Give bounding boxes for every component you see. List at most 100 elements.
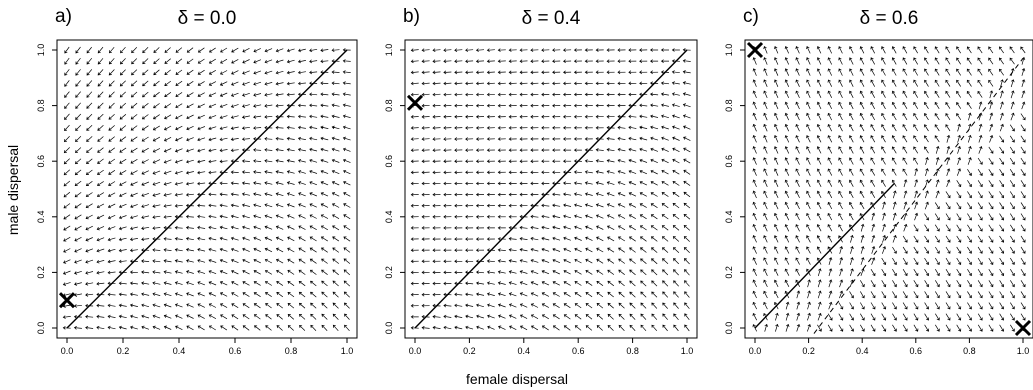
field-arrow <box>276 280 284 286</box>
field-arrow <box>541 70 550 75</box>
field-arrow <box>683 258 690 265</box>
y-tick-label: 0.6 <box>724 155 734 168</box>
field-arrow <box>827 101 833 110</box>
field-arrow <box>476 292 485 297</box>
field-arrow <box>892 313 897 321</box>
field-arrow <box>817 301 822 310</box>
field-arrow <box>881 135 886 143</box>
panel-title: δ = 0.6 <box>860 8 919 29</box>
field-arrow <box>639 48 648 52</box>
field-arrow <box>108 158 116 164</box>
field-arrow <box>639 214 647 220</box>
field-arrow <box>454 70 463 75</box>
field-arrow <box>902 313 908 321</box>
field-arrow <box>977 213 983 221</box>
x-tick-label: 0.0 <box>61 346 74 356</box>
field-arrow <box>902 101 908 109</box>
field-arrow <box>321 269 328 275</box>
field-arrow <box>806 179 811 187</box>
field-arrow <box>465 92 474 97</box>
field-arrow <box>827 313 833 321</box>
field-arrow <box>650 136 659 141</box>
field-arrow <box>859 112 865 121</box>
field-arrow <box>253 59 262 64</box>
field-arrow <box>946 134 951 143</box>
field-arrow <box>541 236 550 241</box>
field-arrow <box>684 280 690 287</box>
field-arrow <box>320 169 329 174</box>
field-arrow <box>881 68 886 76</box>
field-arrow <box>1009 169 1015 177</box>
field-arrow <box>774 201 779 210</box>
field-arrow <box>956 57 961 65</box>
field-arrow <box>486 103 495 108</box>
field-arrow <box>892 280 897 288</box>
field-arrow <box>849 79 854 87</box>
field-arrow <box>891 124 897 132</box>
field-arrow <box>530 225 539 230</box>
y-tick-label: 0.2 <box>384 266 394 279</box>
field-arrow <box>639 225 647 231</box>
field-arrow <box>142 47 149 54</box>
field-arrow <box>913 324 919 332</box>
field-arrow <box>977 57 983 65</box>
field-arrow <box>795 46 800 54</box>
field-arrow <box>673 302 679 309</box>
field-arrow <box>924 57 929 65</box>
field-arrow <box>585 292 593 298</box>
field-arrow <box>988 313 994 321</box>
field-arrow <box>552 314 560 320</box>
field-arrow <box>186 69 194 75</box>
field-arrow <box>454 215 463 219</box>
field-arrow <box>806 201 811 210</box>
field-arrow <box>870 112 876 121</box>
field-arrow <box>519 225 528 230</box>
field-arrow <box>320 48 329 53</box>
field-arrow <box>682 59 691 63</box>
field-arrow <box>988 57 994 65</box>
field-arrow <box>174 303 183 308</box>
field-arrow <box>152 325 161 330</box>
field-arrow <box>519 81 528 86</box>
field-arrow <box>253 214 262 219</box>
field-arrow <box>541 48 550 52</box>
field-arrow <box>530 270 539 275</box>
field-arrow <box>795 201 800 210</box>
field-arrow <box>175 103 183 109</box>
field-arrow <box>945 213 951 221</box>
field-arrow <box>74 282 82 286</box>
field-arrow <box>197 114 205 120</box>
field-arrow <box>219 258 228 263</box>
field-arrow <box>585 325 593 331</box>
field-arrow <box>773 279 779 288</box>
field-arrow <box>859 313 865 321</box>
field-arrow <box>957 134 961 143</box>
field-arrow <box>999 123 1004 132</box>
field-arrow <box>618 280 625 287</box>
field-arrow <box>763 235 768 243</box>
field-arrow <box>882 223 886 232</box>
field-arrow <box>276 325 283 331</box>
field-arrow <box>784 146 790 154</box>
field-arrow <box>1010 324 1015 332</box>
field-arrow <box>197 247 206 252</box>
field-arrow <box>1020 269 1026 277</box>
field-arrow <box>682 103 691 108</box>
field-arrow <box>902 257 908 266</box>
field-arrow <box>97 125 104 131</box>
field-arrow <box>1009 135 1015 143</box>
field-arrow <box>197 203 206 208</box>
field-arrow <box>63 214 71 220</box>
x-tick-label: 0.2 <box>463 346 476 356</box>
x-tick-label: 0.2 <box>117 346 130 356</box>
field-arrow <box>617 214 626 219</box>
field-arrow <box>682 70 691 74</box>
field-arrow <box>935 168 940 177</box>
field-arrow <box>421 181 430 186</box>
field-arrow <box>141 147 149 153</box>
field-arrow <box>902 146 908 154</box>
field-arrow <box>320 181 329 186</box>
x-tick-label: 0.6 <box>572 346 585 356</box>
field-arrow <box>966 57 972 65</box>
field-arrow <box>1020 291 1026 299</box>
